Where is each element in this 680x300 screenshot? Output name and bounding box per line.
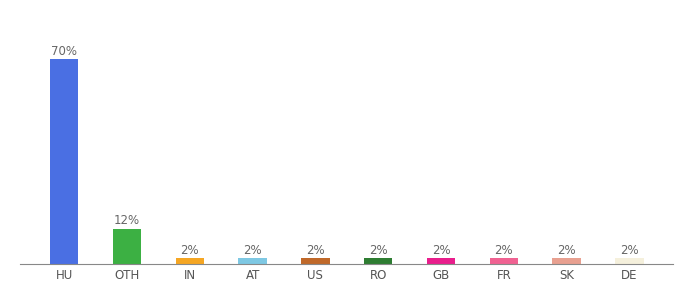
Text: 2%: 2% [369,244,388,257]
Text: 12%: 12% [114,214,140,227]
Bar [239,258,267,264]
Text: 2%: 2% [306,244,325,257]
Bar [50,59,78,264]
Bar [490,258,518,264]
Text: 2%: 2% [432,244,450,257]
Bar [552,258,581,264]
Bar [427,258,455,264]
Bar [113,229,141,264]
Text: 70%: 70% [51,45,78,58]
Text: 2%: 2% [558,244,576,257]
Bar [364,258,392,264]
Bar [301,258,330,264]
Text: 2%: 2% [243,244,262,257]
Text: 2%: 2% [494,244,513,257]
Bar [175,258,204,264]
Text: 2%: 2% [620,244,639,257]
Text: 2%: 2% [180,244,199,257]
Bar [615,258,643,264]
